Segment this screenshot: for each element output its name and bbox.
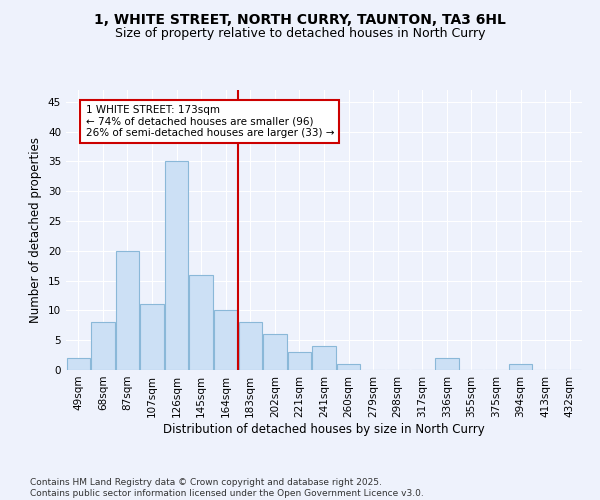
Bar: [337, 364, 360, 370]
Bar: [288, 352, 311, 370]
Bar: [509, 364, 532, 370]
Bar: [165, 162, 188, 370]
Bar: [67, 358, 90, 370]
Bar: [116, 251, 139, 370]
Bar: [190, 274, 213, 370]
Bar: [214, 310, 238, 370]
Bar: [91, 322, 115, 370]
Text: 1, WHITE STREET, NORTH CURRY, TAUNTON, TA3 6HL: 1, WHITE STREET, NORTH CURRY, TAUNTON, T…: [94, 12, 506, 26]
Bar: [435, 358, 458, 370]
Y-axis label: Number of detached properties: Number of detached properties: [29, 137, 43, 323]
Text: 1 WHITE STREET: 173sqm
← 74% of detached houses are smaller (96)
26% of semi-det: 1 WHITE STREET: 173sqm ← 74% of detached…: [86, 105, 334, 138]
X-axis label: Distribution of detached houses by size in North Curry: Distribution of detached houses by size …: [163, 422, 485, 436]
Text: Contains HM Land Registry data © Crown copyright and database right 2025.
Contai: Contains HM Land Registry data © Crown c…: [30, 478, 424, 498]
Text: Size of property relative to detached houses in North Curry: Size of property relative to detached ho…: [115, 28, 485, 40]
Bar: [140, 304, 164, 370]
Bar: [313, 346, 335, 370]
Bar: [239, 322, 262, 370]
Bar: [263, 334, 287, 370]
